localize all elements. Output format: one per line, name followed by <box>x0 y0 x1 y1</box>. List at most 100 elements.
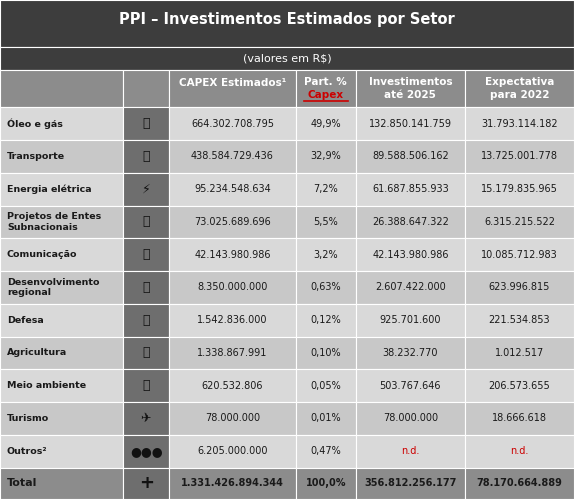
Bar <box>169 140 296 173</box>
Text: 0,12%: 0,12% <box>311 315 341 325</box>
Text: ⚡: ⚡ <box>142 183 151 196</box>
Bar <box>296 239 356 271</box>
Bar <box>356 304 465 336</box>
Text: 78.000.000: 78.000.000 <box>205 414 260 424</box>
Bar <box>296 402 356 435</box>
Text: 15.179.835.965: 15.179.835.965 <box>481 184 558 194</box>
Text: 95.234.548.634: 95.234.548.634 <box>194 184 271 194</box>
Bar <box>0 369 123 402</box>
Text: CAPEX Estimados¹: CAPEX Estimados¹ <box>179 78 286 88</box>
Bar <box>356 336 465 369</box>
Text: 49,9%: 49,9% <box>311 119 341 129</box>
Bar <box>296 107 356 140</box>
Bar <box>465 70 574 107</box>
Text: PPI – Investimentos Estimados por Setor: PPI – Investimentos Estimados por Setor <box>119 12 455 27</box>
Text: 📋: 📋 <box>142 216 150 229</box>
Text: 1.338.867.991: 1.338.867.991 <box>197 348 267 358</box>
Bar <box>123 173 169 206</box>
Text: 438.584.729.436: 438.584.729.436 <box>191 151 274 161</box>
Text: 18.666.618: 18.666.618 <box>492 414 547 424</box>
Text: 620.532.806: 620.532.806 <box>201 381 263 391</box>
Text: 1.542.836.000: 1.542.836.000 <box>197 315 267 325</box>
Bar <box>123 239 169 271</box>
Text: 🍃: 🍃 <box>142 379 150 392</box>
Text: 0,63%: 0,63% <box>311 282 341 292</box>
Bar <box>169 206 296 239</box>
Bar <box>169 304 296 336</box>
Text: Energia elétrica: Energia elétrica <box>7 185 91 194</box>
Text: 💬: 💬 <box>142 248 150 261</box>
Bar <box>123 468 169 499</box>
Bar <box>465 206 574 239</box>
Text: Transporte: Transporte <box>7 152 65 161</box>
Bar <box>0 435 123 468</box>
Bar <box>169 435 296 468</box>
Bar <box>0 173 123 206</box>
Bar <box>0 468 123 499</box>
Bar <box>169 402 296 435</box>
Text: 🚚: 🚚 <box>142 150 150 163</box>
Text: 132.850.141.759: 132.850.141.759 <box>369 119 452 129</box>
Text: 664.302.708.795: 664.302.708.795 <box>191 119 274 129</box>
Bar <box>169 468 296 499</box>
Text: +: + <box>139 474 154 493</box>
Bar <box>169 271 296 304</box>
Bar <box>169 336 296 369</box>
Text: 🌱: 🌱 <box>142 346 150 359</box>
Bar <box>0 140 123 173</box>
Bar <box>296 336 356 369</box>
Bar <box>0 206 123 239</box>
Text: 📊: 📊 <box>142 281 150 294</box>
Text: 206.573.655: 206.573.655 <box>488 381 550 391</box>
Bar <box>465 402 574 435</box>
Text: Meio ambiente: Meio ambiente <box>7 381 86 390</box>
Text: 925.701.600: 925.701.600 <box>379 315 441 325</box>
Text: 503.767.646: 503.767.646 <box>379 381 441 391</box>
Bar <box>465 435 574 468</box>
Bar <box>356 173 465 206</box>
Bar <box>296 206 356 239</box>
Bar <box>123 206 169 239</box>
Text: ●●●: ●●● <box>130 445 162 458</box>
Text: Total: Total <box>7 478 37 489</box>
Bar <box>465 107 574 140</box>
Text: 38.232.770: 38.232.770 <box>383 348 438 358</box>
Text: ✈️: ✈️ <box>141 412 152 425</box>
Text: 0,10%: 0,10% <box>311 348 341 358</box>
Text: 31.793.114.182: 31.793.114.182 <box>481 119 558 129</box>
Text: n.d.: n.d. <box>401 446 420 456</box>
Text: 0,05%: 0,05% <box>311 381 341 391</box>
Bar <box>123 70 169 107</box>
Text: 8.350.000.000: 8.350.000.000 <box>197 282 267 292</box>
Text: 32,9%: 32,9% <box>311 151 341 161</box>
Text: 26.388.647.322: 26.388.647.322 <box>372 217 449 227</box>
Bar <box>0 402 123 435</box>
Text: Part. %: Part. % <box>304 77 347 87</box>
Bar <box>296 304 356 336</box>
Bar <box>0 107 123 140</box>
Bar <box>465 271 574 304</box>
Text: 356.812.256.177: 356.812.256.177 <box>364 478 456 489</box>
Bar <box>356 107 465 140</box>
Text: 89.588.506.162: 89.588.506.162 <box>372 151 449 161</box>
Bar <box>356 369 465 402</box>
Text: 13.725.001.778: 13.725.001.778 <box>481 151 558 161</box>
Bar <box>465 336 574 369</box>
Bar <box>465 468 574 499</box>
Bar <box>465 304 574 336</box>
Bar <box>356 140 465 173</box>
Bar <box>296 468 356 499</box>
Bar <box>296 435 356 468</box>
Text: Turismo: Turismo <box>7 414 49 423</box>
Text: 6.315.215.522: 6.315.215.522 <box>484 217 555 227</box>
Bar <box>296 369 356 402</box>
Bar <box>123 435 169 468</box>
Bar <box>465 369 574 402</box>
Bar <box>356 271 465 304</box>
Text: n.d.: n.d. <box>510 446 529 456</box>
Bar <box>296 271 356 304</box>
Text: até 2025: até 2025 <box>385 90 436 100</box>
Text: 10.085.712.983: 10.085.712.983 <box>481 250 558 259</box>
Text: 7,2%: 7,2% <box>313 184 338 194</box>
Bar <box>0 47 574 70</box>
